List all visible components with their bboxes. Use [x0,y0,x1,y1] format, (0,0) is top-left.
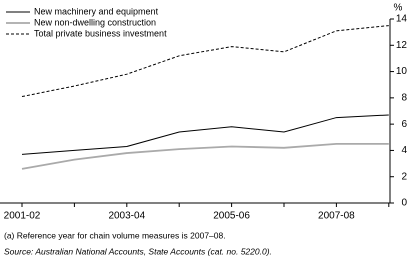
y-tick-label: 8 [401,92,407,103]
y-tick-label: 12 [396,40,408,51]
series-line [21,142,389,170]
source-note: Source: Australian National Accounts, St… [4,246,272,256]
y-tick-label: 0 [401,198,407,209]
series-line [21,114,389,155]
y-tick-label: 4 [401,145,407,156]
y-tick-label: 10 [396,66,408,77]
legend-label: Total private business investment [34,28,167,38]
x-tick-label: 2001-02 [4,211,41,222]
series-line [21,25,389,98]
x-tick-label: 2003-04 [108,211,145,222]
y-tick-label: 14 [396,14,408,25]
y-tick-label: 6 [401,119,407,130]
y-tick-label: 2 [401,171,407,182]
legend-label: New non-dwelling construction [34,17,156,27]
y-unit: % [394,3,403,14]
x-tick-label: 2007-08 [318,211,355,222]
legend-label: New machinery and equipment [34,6,159,16]
footnote: (a) Reference year for chain volume meas… [4,230,226,240]
x-tick-label: 2005-06 [213,211,250,222]
